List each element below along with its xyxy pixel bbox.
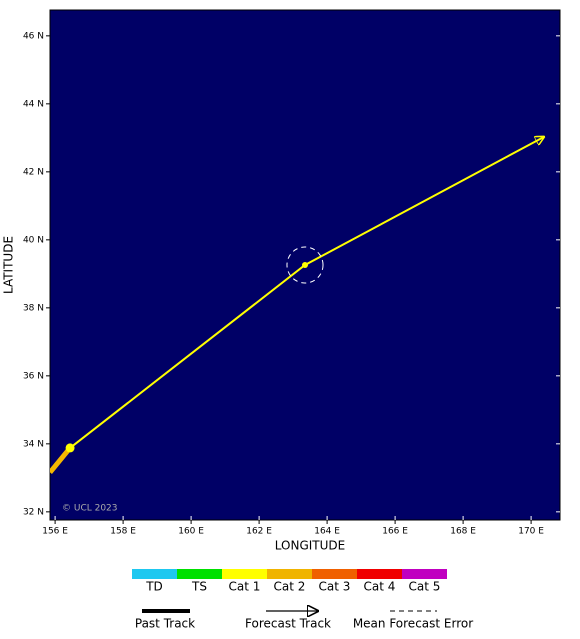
copyright: © UCL 2023 [62,504,118,514]
intensity-swatch [357,569,402,579]
y-tick-label: 34 N [23,439,44,449]
x-tick-label: 168 E [450,527,476,537]
track-point [302,262,308,268]
intensity-swatch [312,569,357,579]
y-axis-label: LATITUDE [2,236,16,294]
y-tick-label: 36 N [23,371,44,381]
y-tick-label: 38 N [23,303,44,313]
y-tick-label: 44 N [23,99,44,109]
intensity-label: Cat 5 [409,580,441,594]
legend-label: Mean Forecast Error [353,617,473,631]
x-axis-label: LONGITUDE [275,539,345,553]
x-tick-label: 162 E [246,527,272,537]
y-tick-label: 40 N [23,235,44,245]
y-tick-label: 32 N [23,507,44,517]
intensity-label: Cat 3 [319,580,351,594]
track-line [50,446,72,474]
intensity-swatch [402,569,447,579]
track-point [65,443,75,453]
legend-label: Past Track [135,617,195,631]
intensity-swatch [267,569,312,579]
x-tick-label: 164 E [314,527,340,537]
intensity-swatch [177,569,222,579]
y-tick-label: 46 N [23,31,44,41]
intensity-label: Cat 2 [274,580,306,594]
x-tick-label: 160 E [178,527,204,537]
x-tick-label: 166 E [382,527,408,537]
intensity-swatch [132,569,177,579]
track-layer [50,137,544,474]
x-tick-label: 158 E [110,527,136,537]
x-tick-label: 170 E [518,527,544,537]
legend-label: Forecast Track [245,617,331,631]
intensity-label: Cat 1 [229,580,261,594]
y-tick-label: 42 N [23,167,44,177]
intensity-label: TD [145,580,163,594]
intensity-label: Cat 4 [364,580,396,594]
intensity-label: TS [191,580,207,594]
error-circle [286,246,324,284]
intensity-swatch [222,569,267,579]
x-tick-label: 156 E [42,527,68,537]
